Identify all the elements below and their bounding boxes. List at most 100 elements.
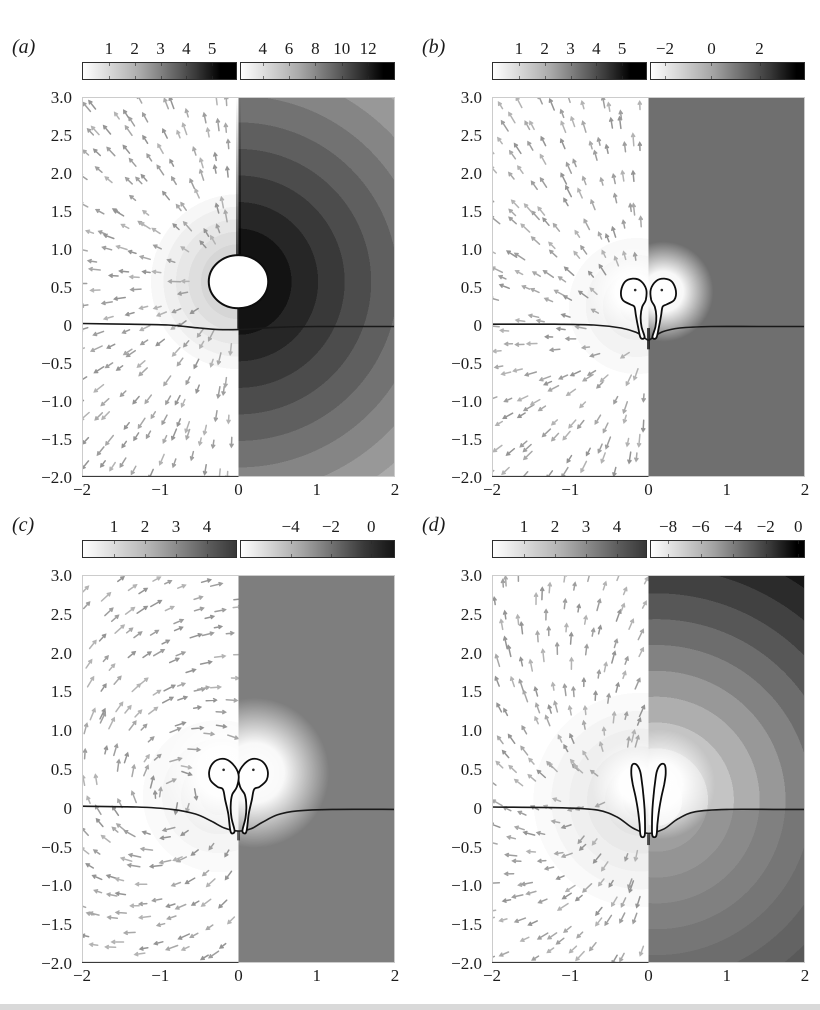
flow-arrow <box>137 901 148 907</box>
flow-arrow <box>638 215 644 228</box>
flow-arrow <box>634 452 639 463</box>
flow-arrow <box>217 468 222 477</box>
flow-arrow <box>575 950 585 962</box>
flow-arrow <box>634 677 641 690</box>
flow-arrow <box>622 670 627 680</box>
flow-arrow <box>147 736 155 743</box>
cb-notch <box>160 63 162 66</box>
flow-arrow <box>543 297 554 303</box>
flow-arrow <box>140 723 148 731</box>
flow-arrow <box>582 705 588 716</box>
flow-arrow <box>112 209 125 217</box>
flow-arrow <box>226 916 236 925</box>
flow-arrow <box>500 119 509 132</box>
flow-arrow <box>631 202 636 216</box>
flow-arrow <box>513 142 522 155</box>
flow-arrow <box>508 149 517 160</box>
flow-arrow <box>574 324 587 330</box>
cb-notch <box>114 541 115 544</box>
flow-arrow <box>594 801 606 808</box>
flow-arrow <box>496 735 504 745</box>
flow-arrow <box>165 778 177 785</box>
flow-arrow <box>569 758 578 768</box>
flow-arrow <box>581 883 593 893</box>
cb-notch <box>570 76 572 79</box>
flow-arrow <box>126 863 141 868</box>
flow-arrow <box>201 631 215 637</box>
cb-notch <box>664 63 666 66</box>
flow-arrow <box>519 440 528 448</box>
flow-arrow <box>613 638 619 649</box>
flow-arrow <box>102 124 112 135</box>
flow-arrow <box>204 614 216 620</box>
flow-arrow <box>140 173 148 182</box>
cb-tick-label: 3 <box>156 39 165 58</box>
x-tick-label: −1 <box>151 480 170 499</box>
flow-arrow <box>104 607 114 617</box>
x-tick-label: 2 <box>800 480 810 499</box>
flow-arrow <box>616 575 620 582</box>
flow-arrow <box>602 422 609 434</box>
flow-arrow <box>596 598 602 612</box>
flow-arrow <box>622 414 628 425</box>
flow-arrow <box>597 443 603 454</box>
cb-notch <box>518 63 520 66</box>
flow-arrow <box>600 452 606 464</box>
flow-arrow <box>189 307 199 315</box>
flow-arrow <box>156 164 165 176</box>
flow-arrow <box>543 866 555 871</box>
flow-arrow <box>85 863 95 869</box>
flow-arrow <box>557 374 569 380</box>
vector-field-layer <box>492 97 646 477</box>
flow-arrow <box>638 704 646 718</box>
flow-arrow <box>637 141 643 152</box>
flow-arrow <box>208 842 215 851</box>
y-tick-label: −0.5 <box>451 354 482 373</box>
flow-arrow <box>118 268 130 274</box>
flow-arrow <box>100 591 112 602</box>
flow-arrow <box>193 788 199 801</box>
flow-arrow <box>199 340 205 350</box>
flow-arrow <box>82 201 89 208</box>
flow-arrow <box>564 622 569 633</box>
flow-arrow <box>233 598 239 601</box>
flow-arrow <box>189 932 199 939</box>
flow-arrow <box>601 726 607 736</box>
bubble-glow <box>588 246 649 337</box>
flow-arrow <box>582 750 589 761</box>
cb-notch <box>798 541 800 544</box>
flow-arrow <box>638 945 645 957</box>
flow-arrow <box>122 348 133 356</box>
flow-arrow <box>149 629 160 636</box>
x-tick-label: 1 <box>722 480 732 499</box>
flow-arrow <box>105 892 118 897</box>
flow-arrow <box>537 898 548 904</box>
colorbar-right: −4 −2 0 <box>240 517 395 558</box>
flow-arrow <box>138 946 149 951</box>
flow-arrow <box>546 625 551 637</box>
flow-arrow <box>505 250 518 258</box>
flow-arrow <box>637 628 645 641</box>
y-tick-label: 2.5 <box>50 126 72 145</box>
flow-arrow <box>508 208 517 217</box>
flow-arrow <box>124 311 135 317</box>
flow-arrow <box>88 639 97 650</box>
flow-arrow <box>537 405 547 412</box>
flow-arrow <box>570 115 576 128</box>
cb-notch <box>668 554 670 557</box>
flow-arrow <box>522 830 536 836</box>
lobe-center-dot <box>222 768 225 772</box>
flow-arrow <box>531 271 542 278</box>
cb-notch <box>765 541 767 544</box>
flow-arrow <box>621 219 626 229</box>
flow-arrow <box>637 100 643 111</box>
flow-arrow <box>632 368 639 381</box>
flow-arrow <box>498 951 510 957</box>
flow-arrow <box>221 385 226 397</box>
cb-notch <box>315 63 317 66</box>
flow-arrow <box>82 149 90 156</box>
flow-arrow <box>525 849 537 854</box>
flow-arrow <box>142 134 149 145</box>
flow-arrow <box>207 329 215 342</box>
flow-arrow <box>88 99 97 110</box>
